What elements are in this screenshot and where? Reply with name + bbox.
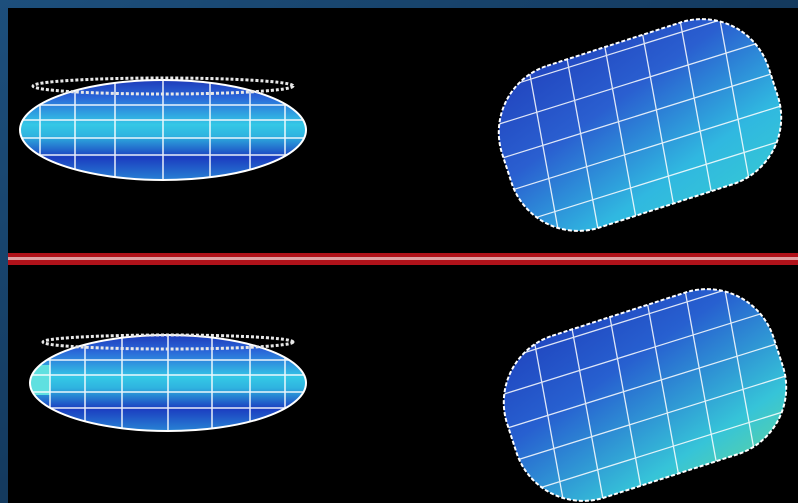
tire-rim [31, 76, 295, 96]
blob-outline [502, 288, 788, 502]
mesh [20, 80, 306, 180]
tire-rim [41, 333, 295, 351]
divider-highlight [8, 257, 798, 260]
tire-bottom-left [30, 335, 306, 431]
tire-outline [19, 79, 307, 181]
bulge [30, 365, 50, 395]
mesh [30, 335, 306, 430]
tire-top-left [20, 80, 306, 180]
blob-outline [497, 18, 783, 232]
